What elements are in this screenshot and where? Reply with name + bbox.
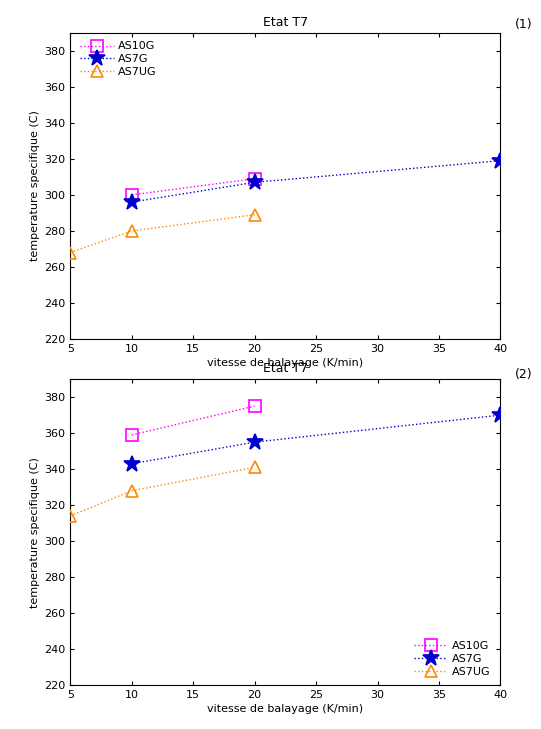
Legend: AS10G, AS7G, AS7UG: AS10G, AS7G, AS7UG xyxy=(80,42,156,77)
Legend: AS10G, AS7G, AS7UG: AS10G, AS7G, AS7UG xyxy=(414,641,491,677)
Text: (2): (2) xyxy=(515,368,533,381)
Title: Etat T7: Etat T7 xyxy=(263,362,308,375)
Y-axis label: temperature specifique (C): temperature specifique (C) xyxy=(30,457,40,607)
Y-axis label: temperature specifique (C): temperature specifique (C) xyxy=(30,111,40,261)
X-axis label: vitesse de balayage (K/min): vitesse de balayage (K/min) xyxy=(207,358,364,368)
Title: Etat T7: Etat T7 xyxy=(263,16,308,29)
Text: (1): (1) xyxy=(515,18,533,31)
X-axis label: vitesse de balayage (K/min): vitesse de balayage (K/min) xyxy=(207,704,364,714)
